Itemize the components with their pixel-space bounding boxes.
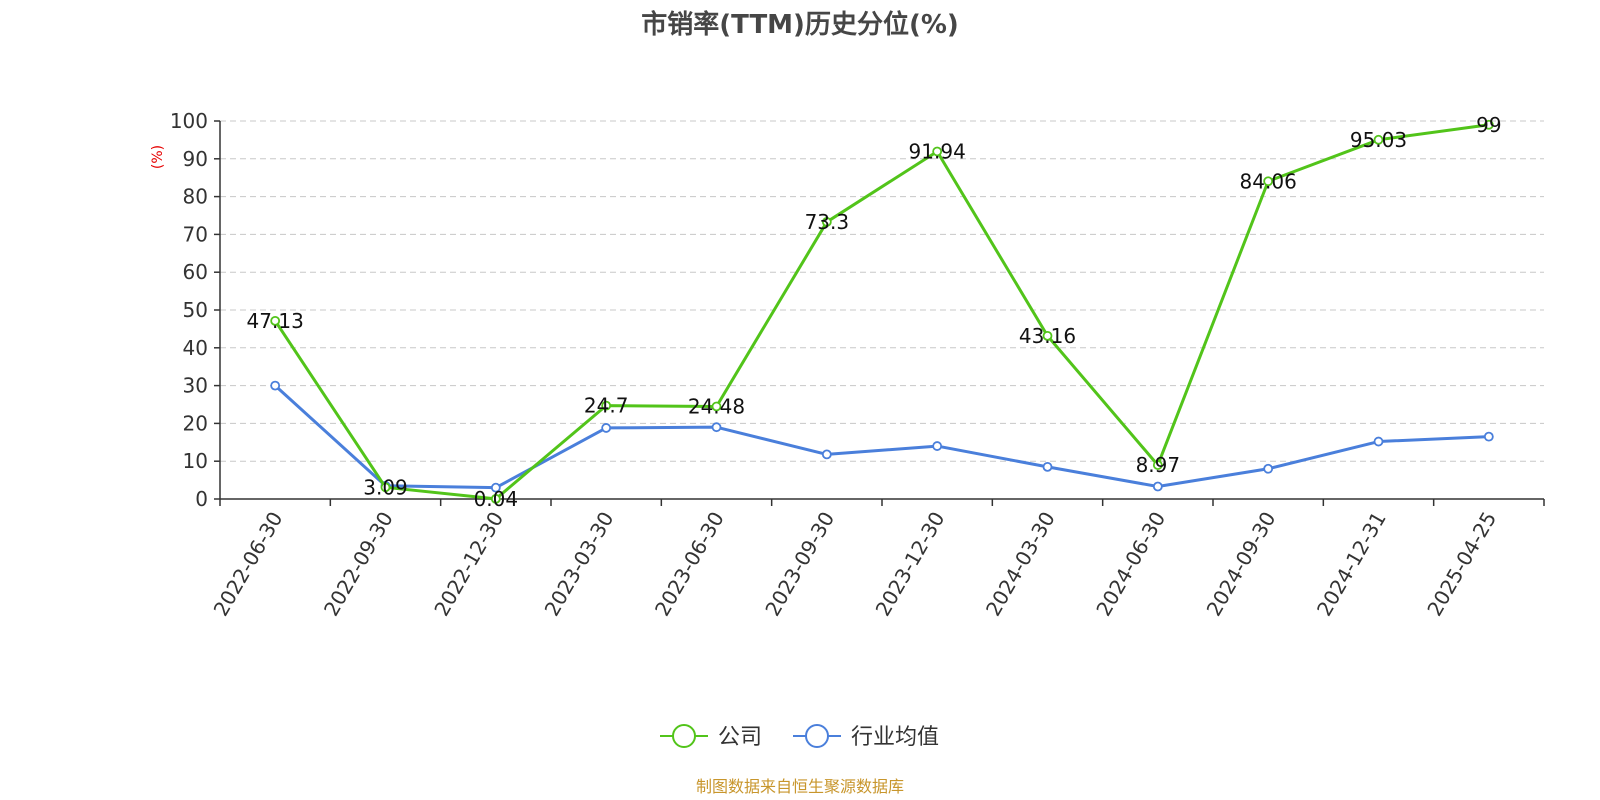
data-point-company <box>1042 330 1053 341</box>
x-tick-label: 2024-12-31 <box>1312 508 1391 621</box>
data-label: 0.04 <box>474 487 519 511</box>
data-point-company <box>270 315 281 326</box>
y-tick-label: 10 <box>183 449 208 473</box>
y-tick-label: 20 <box>183 411 208 435</box>
data-point-company <box>1152 460 1163 470</box>
legend-item-industry-average[interactable]: 行业均值 <box>793 724 939 750</box>
y-tick-label: 50 <box>183 298 208 322</box>
data-point-industry-average <box>270 380 281 391</box>
y-axis-label: (%) <box>150 145 166 169</box>
x-tick-label: 2023-09-30 <box>760 508 839 621</box>
data-point-company <box>711 401 722 412</box>
data-label: 24.48 <box>688 394 745 418</box>
data-label: 24.7 <box>584 394 629 418</box>
data-point-industry-average <box>490 482 501 493</box>
x-tick-label: 2024-03-30 <box>981 508 1060 621</box>
source-note: 制图数据来自恒生聚源数据库 <box>696 777 904 796</box>
x-tick-label: 2023-06-30 <box>650 508 729 621</box>
x-tick-label: 2022-12-30 <box>429 508 508 621</box>
chart-title: 市销率(TTM)历史分位(%) <box>641 9 959 40</box>
legend[interactable]: 公司 行业均值 <box>660 724 939 750</box>
data-label: 95.03 <box>1350 128 1407 152</box>
data-label: 91.94 <box>909 139 966 163</box>
data-point-company <box>490 493 501 504</box>
data-point-industry-average <box>1483 431 1494 442</box>
legend-item-company[interactable]: 公司 <box>660 724 762 750</box>
data-label: 3.09 <box>363 475 408 499</box>
y-tick-label: 70 <box>183 222 208 246</box>
data-point-industry-average <box>821 449 832 460</box>
y-tick-label: 60 <box>183 260 208 284</box>
y-tick-label: 0 <box>195 487 208 511</box>
x-tick-label: 2022-06-30 <box>209 508 288 621</box>
data-point-industry-average <box>1152 481 1163 492</box>
data-labels: 47.13 3.09 0.04 24.7 24.48 73.3 91.94 43.16 8.97… <box>247 113 1502 511</box>
data-label: 8.97 <box>1136 453 1181 477</box>
gridlines <box>220 120 1544 462</box>
legend-label: 公司 <box>718 725 762 750</box>
data-point-industry-average <box>932 441 943 451</box>
y-tick-label: 100 <box>170 109 208 133</box>
data-point-industry-average <box>1042 461 1053 472</box>
x-tick-label: 2024-09-30 <box>1202 508 1281 621</box>
data-label: 73.3 <box>805 210 850 234</box>
data-point-industry-average <box>1263 463 1274 474</box>
x-tick-label: 2022-09-30 <box>319 508 398 621</box>
legend-marker-icon <box>805 724 829 748</box>
x-tick-label: 2024-06-30 <box>1091 508 1170 621</box>
data-label: 84.06 <box>1240 169 1297 193</box>
y-tick-label: 90 <box>183 147 208 171</box>
data-point-industry-average <box>711 422 722 433</box>
data-label: 43.16 <box>1019 324 1076 348</box>
data-point-company <box>1483 119 1494 130</box>
legend-label: 行业均值 <box>851 725 939 750</box>
series-layer <box>270 119 1494 504</box>
data-point-company <box>380 482 391 493</box>
x-tick-label: 2025-04-25 <box>1422 508 1501 621</box>
data-label: 99 <box>1476 113 1501 137</box>
y-tick-label: 80 <box>183 185 208 209</box>
x-tick-label: 2023-03-30 <box>540 508 619 621</box>
data-point-company <box>1373 134 1384 145</box>
data-point-industry-average <box>1373 436 1384 447</box>
data-point-company <box>821 217 832 227</box>
data-point-company <box>1263 176 1274 187</box>
data-point-company <box>601 400 612 411</box>
data-point-company <box>932 146 943 157</box>
x-tick-label: 2023-12-30 <box>871 508 950 621</box>
x-axis-ticks: 2022-06-30 2022-09-30 2022-12-30 2023-03-30… <box>209 499 1545 621</box>
series-line-company <box>273 123 1490 501</box>
data-label: 47.13 <box>247 309 304 333</box>
y-axis-ticks: 0 10 20 30 40 50 60 70 80 90 100 <box>170 109 220 511</box>
y-tick-label: 30 <box>183 374 208 398</box>
series-line-industry-average <box>274 384 1489 490</box>
y-tick-label: 40 <box>183 336 208 360</box>
data-point-industry-average <box>601 423 612 433</box>
legend-marker-icon <box>672 724 696 748</box>
